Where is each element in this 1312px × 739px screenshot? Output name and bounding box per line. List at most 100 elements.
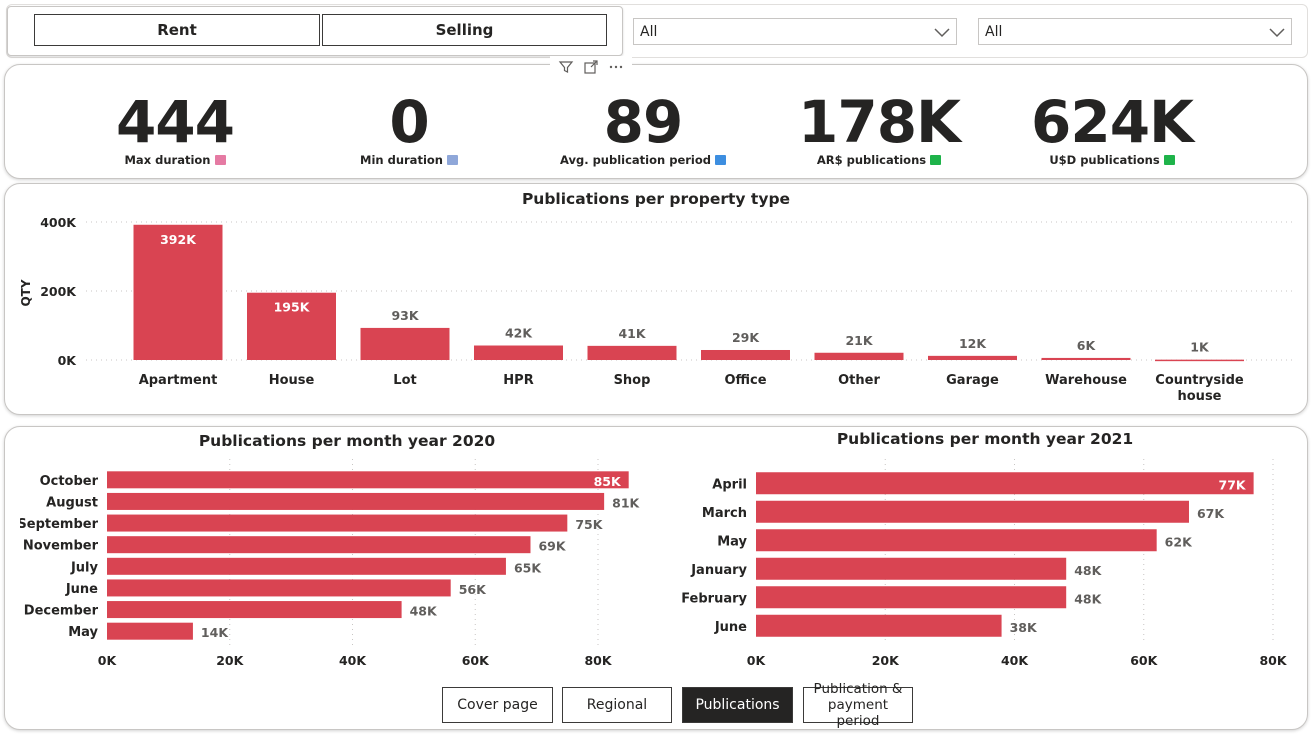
- bar: [107, 514, 568, 532]
- month-2021-bar-chart: 0K 20K 40K 60K 80K April 77K March 67K May 62K Janu…: [681, 459, 1288, 668]
- bar: [756, 557, 1067, 580]
- kpi-min-duration: 0 Min duration: [309, 92, 509, 167]
- data-label: 81K: [612, 495, 640, 510]
- y-tick-label: March: [702, 506, 747, 521]
- data-label: 42K: [505, 326, 533, 341]
- y-tick-label: May: [68, 625, 98, 640]
- bar: [474, 345, 563, 360]
- y-tick-label: 200K: [40, 284, 77, 299]
- kpi-ars-publications: 178K AR$ publications: [754, 92, 1004, 167]
- x-tick-label: 60K: [462, 653, 490, 668]
- y-tick-label: August: [46, 495, 98, 510]
- nav-publication-payment-period-button[interactable]: Publication & payment period: [803, 681, 913, 729]
- data-label: 195K: [274, 300, 311, 315]
- data-label: 12K: [959, 336, 987, 351]
- kpi-value: 444: [115, 88, 235, 156]
- bar: [247, 292, 336, 360]
- bar: [107, 492, 605, 510]
- trend-chart-icon: [446, 155, 458, 165]
- month-2020-chart-title: Publications per month year 2020: [198, 432, 496, 450]
- data-label: 48K: [410, 604, 438, 619]
- bar: [814, 352, 904, 360]
- money-icon: [1163, 155, 1175, 165]
- x-tick-label: 80K: [1259, 653, 1287, 668]
- data-label: 77K: [1219, 477, 1247, 492]
- data-label: 6K: [1077, 338, 1097, 353]
- x-tick-label: Office: [724, 373, 766, 388]
- data-label: 69K: [538, 539, 566, 554]
- y-tick-label: July: [70, 560, 99, 575]
- x-tick-label: house: [1178, 389, 1222, 404]
- x-tick-label: HPR: [503, 373, 533, 388]
- y-tick-label: December: [24, 604, 99, 619]
- x-tick-label: 20K: [216, 653, 244, 668]
- kpi-value: 178K: [797, 88, 961, 156]
- x-tick-label: 40K: [1001, 653, 1029, 668]
- x-tick-label: 40K: [339, 653, 367, 668]
- month-2020-bar-chart: 0K 20K 40K 60K 80K October 85K August 81K Septemb…: [20, 459, 641, 668]
- bar: [107, 622, 193, 640]
- y-tick-label: June: [714, 620, 747, 635]
- bar: [107, 601, 402, 619]
- chevron-down-icon: [934, 28, 950, 38]
- bar: [756, 500, 1189, 523]
- x-tick-label: Apartment: [139, 373, 218, 388]
- kpi-label: U$D publications: [1049, 153, 1160, 167]
- kpi-usd-publications: 624K U$D publications: [987, 92, 1237, 167]
- kpi-label: Avg. publication period: [559, 153, 711, 167]
- y-tick-label: November: [23, 539, 99, 554]
- y-tick-label: June: [65, 582, 98, 597]
- x-tick-label: Other: [838, 373, 880, 388]
- kpi-max-duration: 444 Max duration: [75, 92, 275, 167]
- data-label: 65K: [514, 560, 542, 575]
- x-tick-label: 0K: [747, 653, 767, 668]
- bar: [701, 349, 790, 360]
- x-tick-label: Garage: [946, 373, 999, 388]
- bar: [133, 224, 223, 360]
- rent-toggle-button[interactable]: Rent: [34, 14, 320, 46]
- kpi-label: Max duration: [124, 153, 211, 167]
- bar: [756, 472, 1254, 495]
- bar: [928, 355, 1017, 360]
- kpi-value: 0: [389, 88, 429, 156]
- y-tick-label: 400K: [40, 215, 77, 230]
- nav-publications-button[interactable]: Publications: [682, 687, 793, 723]
- data-label: 62K: [1165, 534, 1193, 549]
- nav-regional-button[interactable]: Regional: [562, 687, 672, 723]
- focus-mode-icon[interactable]: [583, 59, 599, 75]
- selling-toggle-button[interactable]: Selling: [322, 14, 607, 46]
- x-tick-label: House: [269, 373, 315, 388]
- more-options-icon[interactable]: [608, 59, 624, 75]
- filter-icon[interactable]: [558, 59, 574, 75]
- dropdown-2-value: All: [985, 23, 1003, 40]
- data-label: 14K: [201, 625, 229, 640]
- bar: [756, 614, 1002, 637]
- chevron-down-icon: [1269, 28, 1285, 38]
- property-type-bar-chart: 0K 200K 400K QTY 392K Apartment 195K House 93K Lo…: [19, 215, 1296, 404]
- data-label: 41K: [618, 326, 646, 341]
- x-tick-label: 20K: [872, 653, 900, 668]
- visual-header: [550, 56, 632, 78]
- data-label: 29K: [732, 330, 760, 345]
- data-label: 56K: [459, 582, 487, 597]
- data-label: 75K: [575, 517, 603, 532]
- bar: [756, 586, 1067, 609]
- bar: [107, 471, 629, 489]
- x-tick-label: 0K: [98, 653, 118, 668]
- x-tick-label: Shop: [614, 373, 651, 388]
- x-tick-label: 60K: [1130, 653, 1158, 668]
- nav-cover-page-button[interactable]: Cover page: [442, 687, 553, 723]
- filter-dropdown-2[interactable]: All: [978, 18, 1292, 45]
- calendar-icon: [715, 155, 726, 165]
- kpi-avg-publication-period: 89 Avg. publication period: [518, 92, 768, 167]
- y-tick-label: September: [20, 517, 99, 532]
- data-label: 67K: [1197, 506, 1225, 521]
- bar: [1155, 359, 1244, 362]
- data-label: 93K: [391, 308, 419, 323]
- y-tick-label: April: [712, 477, 747, 492]
- kpi-value: 624K: [1030, 88, 1194, 156]
- data-label: 392K: [160, 232, 197, 247]
- bar: [107, 557, 506, 575]
- x-tick-label: 80K: [584, 653, 612, 668]
- filter-dropdown-1[interactable]: All: [633, 18, 957, 45]
